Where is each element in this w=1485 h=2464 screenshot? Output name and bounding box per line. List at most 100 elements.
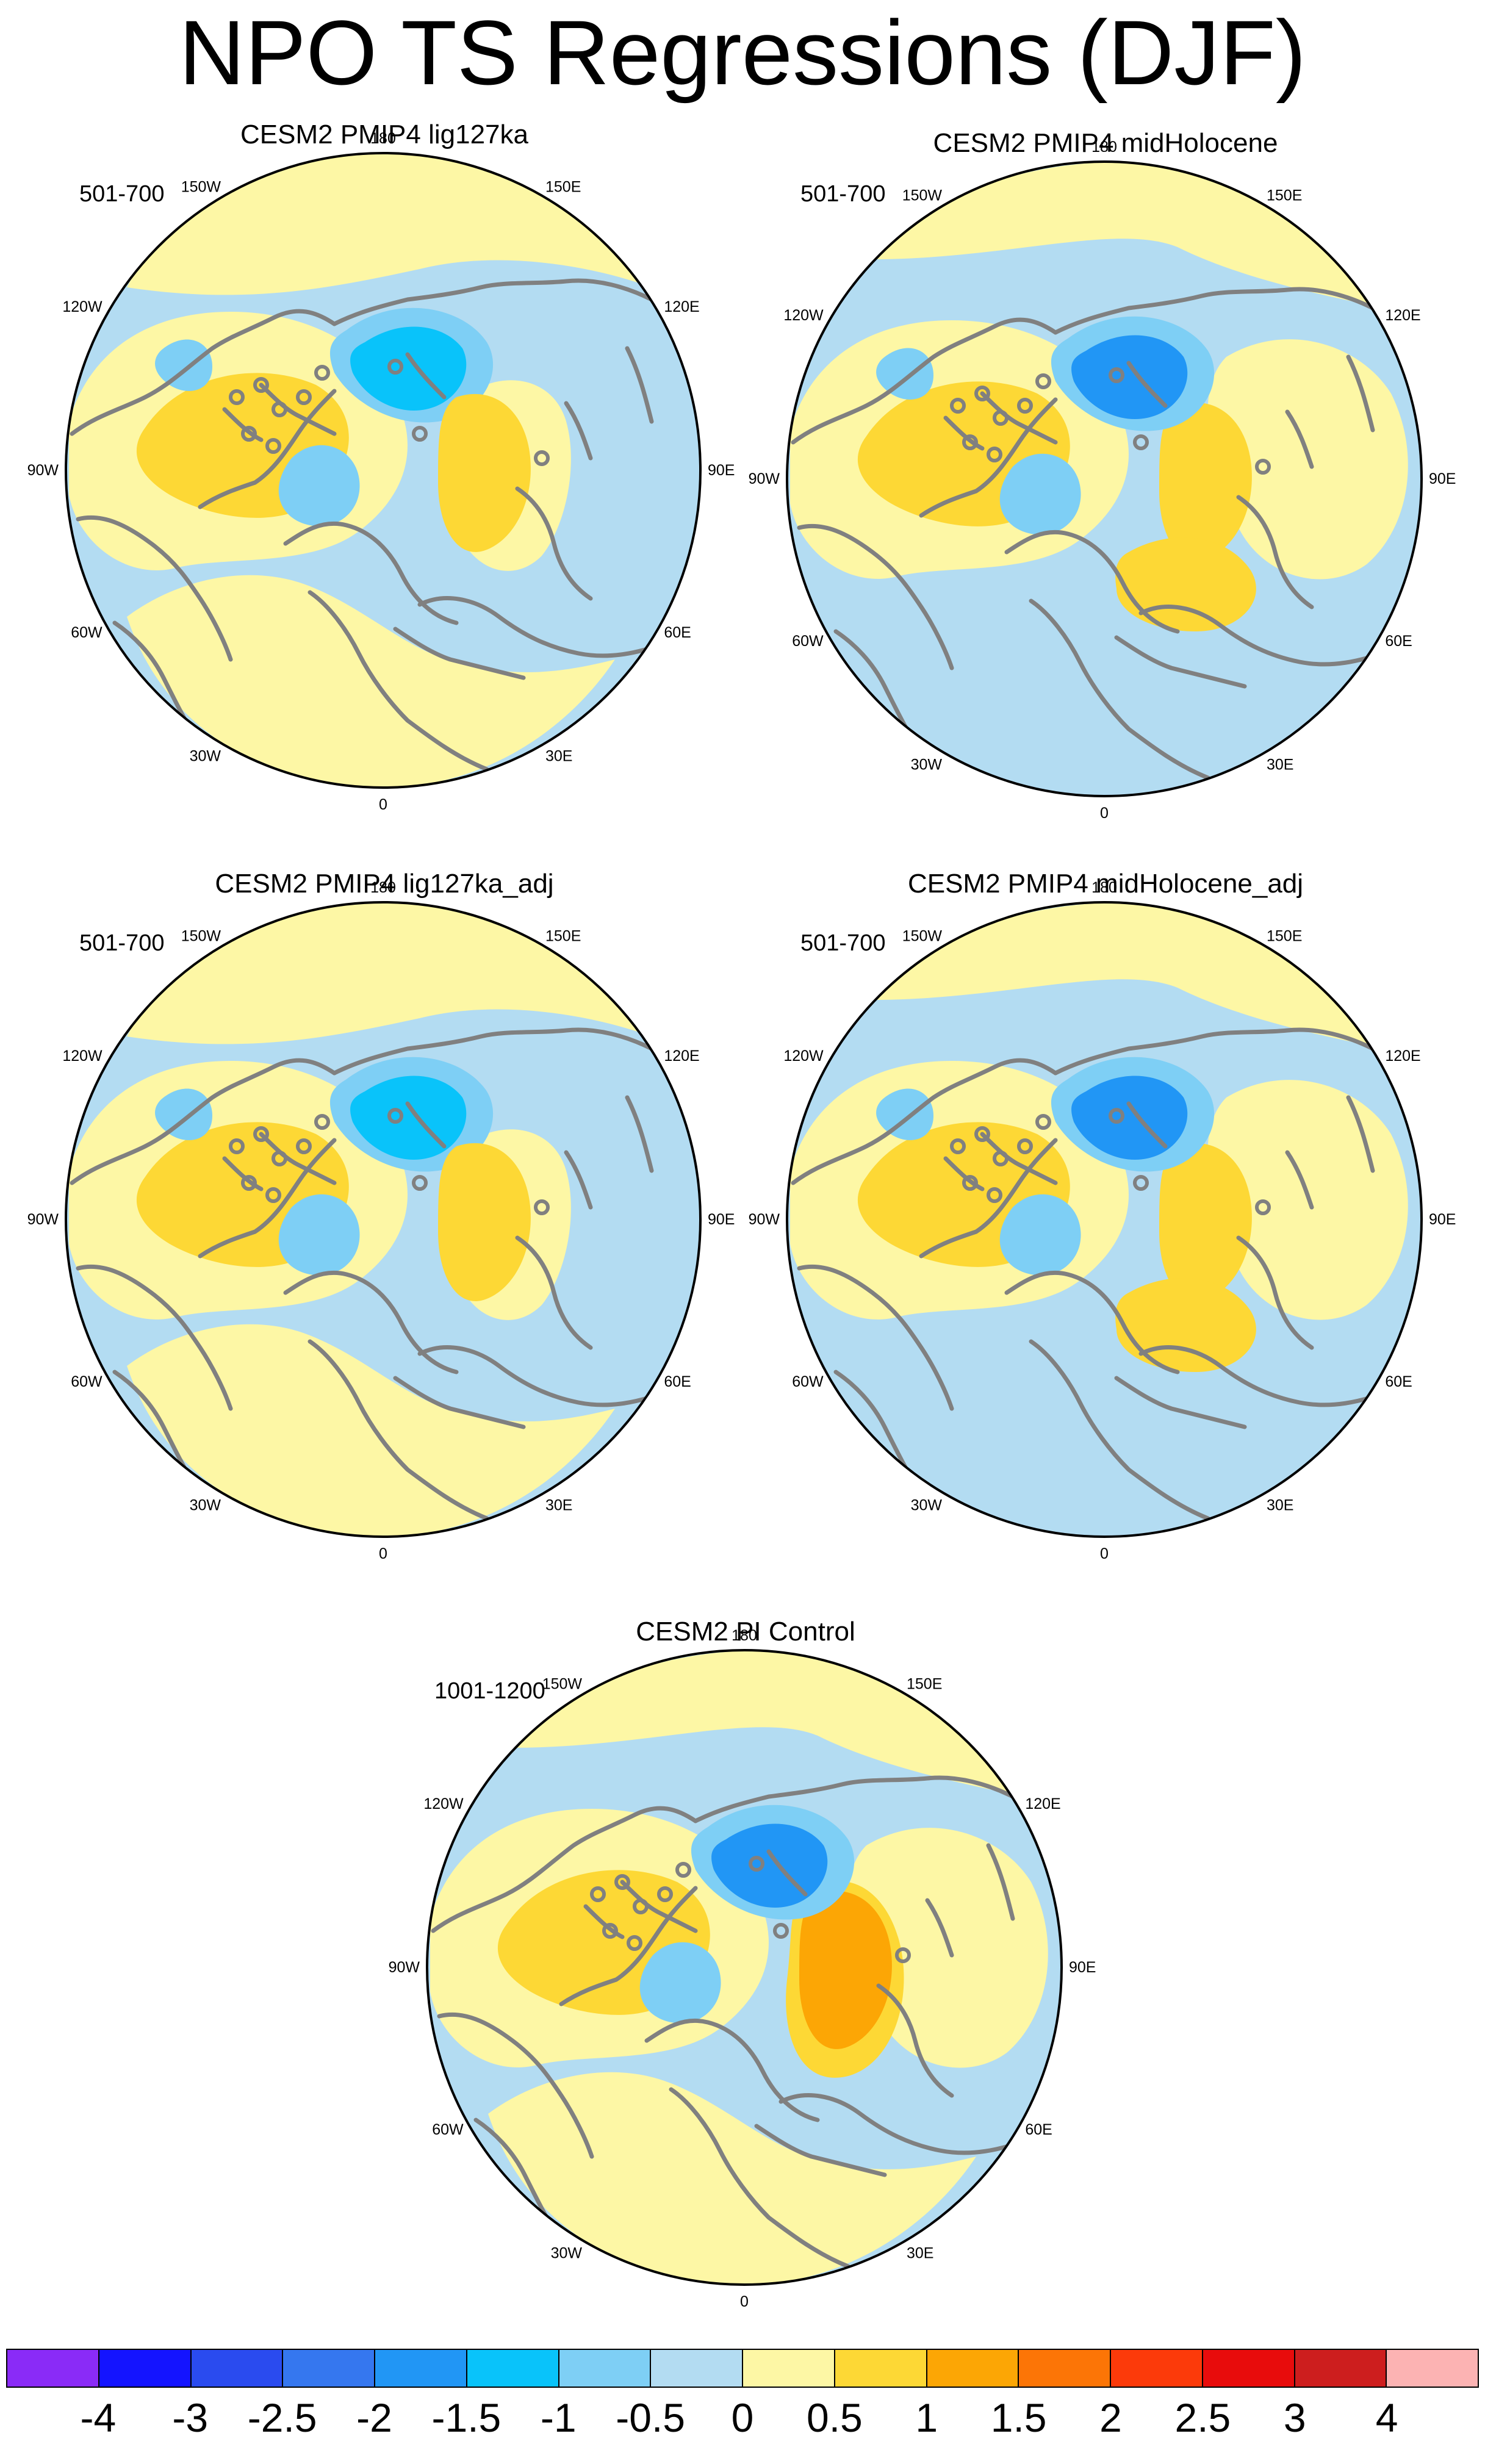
coastline [669,2087,850,2269]
colorbar-swatch [743,2350,835,2387]
colorbar-swatch [99,2350,192,2387]
colorbar: -4 -3 -2.5 -2 -1.5 -1 -0.5 0 0.5 1 1.5 2 2.5 3 4 [6,2349,1479,2459]
island [993,1151,1009,1166]
panel-years: 1001-1200 [434,1678,545,1704]
longitude-label: 150E [1267,187,1302,204]
island [895,1947,911,1963]
longitude-label: 120W [423,1795,464,1812]
panel-years: 501-700 [800,181,886,207]
colorbar-swatch [283,2350,375,2387]
coastline [1029,1339,1210,1521]
positive-anomaly-area [127,1324,615,1537]
positive-anomaly-area [799,1891,892,2049]
coastline [919,397,1058,518]
coastline [1114,1376,1247,1429]
island [1133,434,1149,450]
negative-anomaly-area [278,1194,360,1276]
longitude-label: 60W [71,624,102,641]
polar-map: 180 150W 150E 120W 120E 90W 90E 60W 60E 30W 30E 0 [27,879,735,1562]
longitude-label: 150E [907,1676,942,1693]
longitude-label: 0 [1100,805,1109,822]
island [962,1175,978,1191]
negative-anomaly-area [155,1088,212,1140]
island [271,401,287,417]
longitude-label: 180 [370,879,396,896]
longitude-label: 30E [1267,756,1293,773]
coastline [559,1886,698,2006]
longitude-label: 150W [181,179,221,196]
main-title: NPO TS Regressions (DJF) [179,1,1306,104]
coastline [1346,354,1375,433]
longitude-label: 60W [792,633,824,650]
longitude-label: 30E [907,2244,933,2261]
colorbar-tick-label: 2.5 [1174,2395,1231,2440]
longitude-label: 60E [1025,2121,1052,2138]
coastline [76,515,233,662]
longitude-label: 120W [62,298,102,315]
map-border-circle [65,152,702,789]
island [296,389,312,405]
island [1035,1114,1051,1130]
longitude-label: 120E [1385,307,1420,324]
coastline [437,2012,594,2159]
coastline [70,309,337,436]
coastline [791,317,1058,445]
coastline [986,1843,1015,1921]
coastline [1004,1270,1180,1374]
coastline [1053,1027,1375,1076]
longitude-label: 60E [664,1373,691,1390]
longitude-label: 180 [1091,138,1117,156]
coastline [564,1150,593,1210]
longitude-label: 60W [71,1373,102,1390]
map-panel-lig127ka-adj: CESM2 PMIP4 lig127ka_adj 501-700 180 150W… [27,869,735,1562]
panel-title: CESM2 PMIP4 lig127ka [240,120,528,149]
positive-anomaly-area [438,393,531,552]
coastline [876,1983,954,2098]
longitude-label: 120W [62,1047,102,1065]
panel-title: CESM2 PMIP4 lig127ka_adj [215,869,554,899]
island [657,1886,673,1902]
panel-years: 501-700 [79,181,165,207]
longitude-label: 90E [1429,1211,1456,1228]
coastline [332,1027,654,1076]
longitude-label: 120W [783,1047,824,1065]
coastline [515,486,593,601]
map-border-circle [65,901,702,1538]
longitude-label: 30E [1267,1496,1293,1514]
colorbar-tick-label: 0.5 [807,2395,863,2440]
colorbar-tick-label: -1.5 [431,2395,502,2440]
positive-anomaly-area [1159,402,1252,561]
coastline [417,1345,672,1407]
island [749,1856,764,1872]
negative-anomaly-area [999,1194,1081,1276]
coastline [980,1132,1058,1185]
island [773,1923,789,1939]
coastline [198,1138,337,1259]
coastline [70,1058,337,1185]
longitude-label: 150W [902,928,943,945]
coastline [259,1132,337,1185]
coastline [625,346,654,424]
positive-anomaly-area [127,575,615,788]
island [534,1199,550,1215]
coastline [1285,409,1314,469]
positive-anomaly-area [438,1143,531,1301]
longitude-label: 150W [902,187,943,204]
positive-anomaly-area [127,902,652,1044]
island [314,1114,330,1130]
colorbar-swatch [191,2350,284,2387]
coastline [1138,1345,1393,1407]
longitude-label: 90E [708,1211,735,1228]
island [1255,459,1271,475]
island [974,1126,990,1142]
coastline [1029,598,1210,780]
negative-anomaly-area [876,348,933,400]
colorbar-tick-label: -4 [80,2395,117,2440]
colorbar-tick-label: -0.5 [616,2395,685,2440]
panel-years: 501-700 [79,930,165,956]
longitude-label: 90E [1429,470,1456,487]
coastline [1114,635,1247,689]
map-fields [427,1650,1062,2285]
coastline [222,1156,264,1191]
positive-anomaly-area [1159,1143,1252,1301]
